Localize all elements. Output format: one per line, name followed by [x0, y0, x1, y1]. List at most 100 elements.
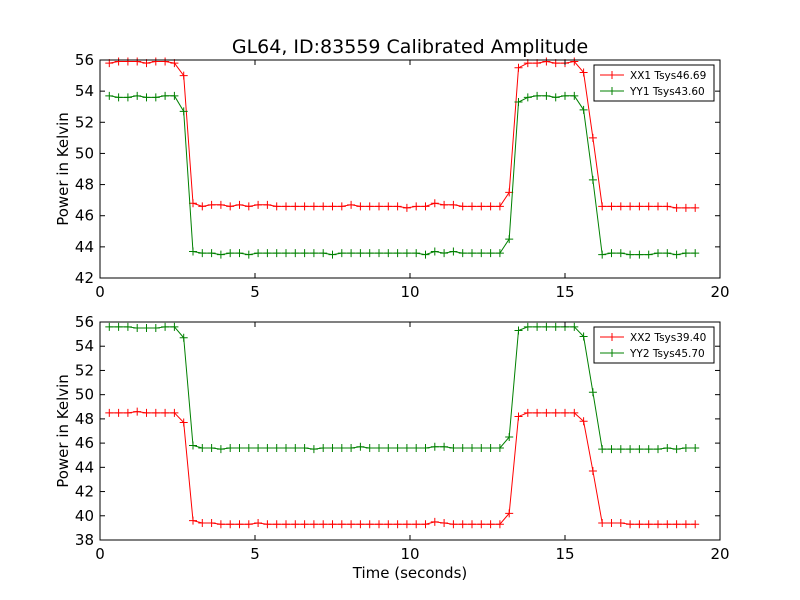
bottom-plot-series-1-point: [105, 408, 114, 417]
top-plot-series-1-point: [458, 202, 467, 211]
bottom-plot-series-2-point: [114, 322, 123, 331]
top-plot-series-2-point: [421, 250, 430, 259]
top-plot-y-tick-label: 56: [75, 51, 94, 69]
bottom-plot-series-2-point: [607, 445, 616, 454]
bottom-plot-series-1-point: [384, 520, 393, 529]
bottom-plot-series-2-point: [477, 443, 486, 452]
bottom-plot-series-2-point: [375, 443, 383, 452]
top-plot-series-1-point: [189, 199, 197, 208]
top-plot-series-1-point: [347, 200, 356, 209]
bottom-plot-y-tick-label: 56: [75, 313, 94, 331]
top-plot-legend-marker: [608, 87, 616, 95]
top-plot-series-1-point: [300, 202, 309, 211]
bottom-plot-series-2-point: [384, 443, 393, 452]
top-plot-series-2-point: [356, 249, 365, 258]
top-plot-series-1-point: [337, 202, 346, 211]
top-plot-series-1-point: [179, 71, 188, 80]
bottom-plot-series-2-point: [207, 443, 216, 452]
bottom-plot-legend-marker: [608, 349, 616, 357]
bottom-plot-series-2-point: [179, 333, 188, 342]
top-plot-series-1-point: [542, 57, 551, 66]
top-plot-series-2-point: [635, 250, 644, 259]
top-plot-y-tick-label: 42: [75, 269, 94, 287]
bottom-plot-series-2-point: [402, 443, 411, 452]
top-plot-series-1-point: [207, 200, 216, 209]
top-plot-series-2-point: [347, 249, 356, 258]
top-plot-series-1-point: [151, 57, 160, 66]
top-plot-series-1-point: [663, 202, 672, 211]
bottom-plot-series-2-point: [542, 322, 551, 331]
bottom-plot-series-1-point: [514, 412, 523, 421]
bottom-plot-legend-marker: [608, 333, 616, 341]
top-plot-series-2-point: [691, 249, 700, 258]
bottom-plot-series-1-point: [477, 520, 486, 529]
top-plot-series-1-point: [505, 188, 514, 197]
top-plot-series-1-point: [672, 203, 681, 212]
bottom-plot-series-2-point: [226, 443, 235, 452]
top-plot-series-2-point: [607, 249, 616, 258]
top-plot-series-2-point: [328, 250, 337, 259]
top-plot-series-1-point: [235, 200, 244, 209]
bottom-plot-series-2-point: [347, 443, 356, 452]
top-plot-x-tick-label: 15: [555, 283, 574, 301]
bottom-plot-legend-label: YY2 Tsys45.70: [629, 348, 705, 360]
top-plot-series-2-point: [142, 93, 151, 102]
bottom-plot-series-1-point: [440, 519, 449, 528]
top-plot-series-2-point: [626, 250, 635, 259]
bottom-plot-series-1-point: [356, 520, 365, 529]
top-plot-series-2-point: [207, 249, 216, 258]
top-plot-series-2-point: [402, 249, 411, 258]
bottom-plot-series-1-point: [207, 519, 216, 528]
top-plot-x-tick-label: 10: [400, 283, 419, 301]
bottom-plot-series-1-point: [495, 520, 504, 529]
bottom-plot-series-2-point: [189, 441, 197, 450]
top-plot-series-1-point: [598, 202, 607, 211]
bottom-plot-series-1-point: [598, 519, 607, 528]
top-plot-series-1-point: [514, 63, 523, 72]
bottom-plot-series-2-point: [421, 443, 430, 452]
top-plot-legend-marker: [608, 71, 616, 79]
bottom-plot-y-tick-label: 42: [75, 483, 94, 501]
top-plot-series-1-point: [356, 202, 365, 211]
top-plot-series-2-point: [375, 249, 383, 258]
bottom-plot-series-1-point: [179, 418, 188, 427]
top-plot-series-1-point: [319, 202, 328, 211]
top-plot-series-2-point: [151, 93, 160, 102]
bottom-plot-series-1-point: [607, 519, 616, 528]
top-plot-series-1-point: [440, 200, 449, 209]
top-plot-legend: XX1 Tsys46.69 YY1 Tsys43.60: [593, 64, 715, 102]
top-plot-y-tick-label: 50: [75, 144, 94, 162]
top-plot-series-2-point: [533, 91, 542, 100]
bottom-plot-series-1-point: [161, 408, 170, 417]
bottom-plot-y-tick-label: 46: [75, 434, 94, 452]
x-axis-label: Time (seconds): [352, 564, 468, 582]
bottom-plot-series-1-point: [626, 520, 635, 529]
bottom-plot-series-2-point: [691, 443, 700, 452]
bottom-plot-series-2-point: [635, 445, 644, 454]
top-plot-series-2-point: [263, 249, 272, 258]
top-plot-series-1-point: [449, 200, 458, 209]
bottom-plot-series-1-point: [133, 407, 142, 416]
top-plot-series-2-point: [468, 249, 476, 258]
bottom-plot-series-2-point: [579, 332, 588, 341]
top-plot-legend-label: XX1 Tsys46.69: [630, 70, 706, 82]
bottom-plot-series-2-point: [616, 445, 625, 454]
bottom-plot-series-1-point: [616, 519, 625, 528]
top-plot-series-2-point: [365, 249, 374, 258]
top-plot-series-2-point: [133, 91, 142, 100]
bottom-plot-series-2-point: [291, 443, 300, 452]
top-plot-series-1-point: [421, 202, 430, 211]
top-plot-series-1-point: [114, 57, 123, 66]
top-plot-series-2-point: [430, 247, 439, 256]
top-plot-series-2-point: [486, 249, 495, 258]
bottom-plot-series-1-point: [551, 408, 560, 417]
top-plot-series-2-point: [309, 249, 318, 258]
bottom-plot-series-2-point: [198, 443, 207, 452]
bottom-plot-series-2-point: [654, 445, 662, 454]
top-plot-series-1-point: [282, 202, 290, 211]
top-plot-series-1-point: [272, 202, 281, 211]
bottom-plot-series-1-point: [654, 520, 662, 529]
bottom-plot-series-2-point: [533, 322, 542, 331]
top-plot-series-2-point: [505, 235, 514, 244]
bottom-plot-series-2-point: [440, 442, 449, 451]
